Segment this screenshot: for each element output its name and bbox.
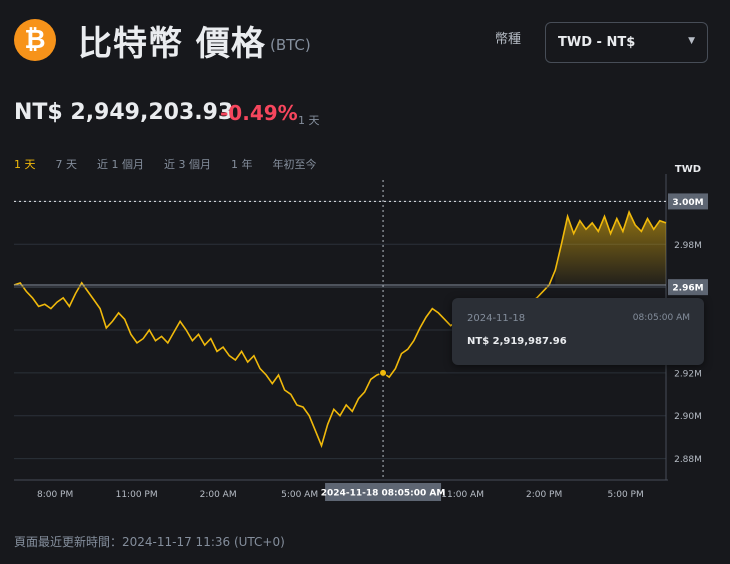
- price-tooltip: 2024-11-18 08:05:00 AM NT$ 2,919,987.96: [452, 298, 704, 365]
- y-tick-label: 2.90M: [674, 412, 702, 422]
- range-tab[interactable]: 年初至今: [272, 158, 317, 171]
- range-tab[interactable]: 7 天: [55, 158, 78, 171]
- price-area: [555, 212, 666, 285]
- crosshair-point: [379, 368, 388, 377]
- x-tick-label: 8:00 PM: [37, 490, 73, 500]
- chevron-down-icon: ▼: [688, 36, 695, 46]
- x-tick-label: 5:00 PM: [607, 490, 643, 500]
- tooltip-time: 08:05:00 AM: [632, 313, 690, 323]
- x-tick-label: 11:00 PM: [116, 490, 158, 500]
- tooltip-value: NT$ 2,919,987.96: [467, 336, 567, 347]
- tooltip-date: 2024-11-18: [467, 313, 526, 324]
- range-tabs: 1 天 7 天 近 1 個月 近 3 個月 1 年 年初至今: [14, 156, 337, 172]
- y-tick-label: 2.98M: [674, 241, 702, 251]
- y-tick-label: 2.92M: [674, 369, 702, 379]
- range-tab[interactable]: 1 天: [14, 158, 36, 171]
- range-tab[interactable]: 近 3 個月: [164, 158, 211, 171]
- y-tick-label: 2.88M: [674, 455, 702, 465]
- currency-select[interactable]: TWD - NT$ ▼: [545, 22, 708, 63]
- crosshair-x-label-bg: [325, 483, 442, 501]
- last-updated: 頁面最近更新時間：2024-11-17 11:36 (UTC+0): [14, 535, 285, 549]
- y-tick-label: 2.96M: [672, 284, 703, 294]
- bitcoin-icon: ₿: [14, 19, 56, 61]
- crosshair-x-label: 2024-11-18 08:05:00 AM: [321, 489, 446, 499]
- range-tab[interactable]: 1 年: [231, 158, 253, 171]
- page-title: 比特幣 價格: [78, 24, 266, 64]
- currency-select-value: TWD - NT$: [558, 35, 636, 50]
- coin-symbol: (BTC): [270, 36, 311, 54]
- current-price: NT$ 2,949,203.93: [14, 100, 234, 125]
- y-tick-label: 3.00M: [672, 198, 703, 208]
- x-tick-label: 11:00 AM: [441, 490, 484, 500]
- y-label-highlight: [668, 279, 708, 296]
- y-label-highlight: [668, 193, 708, 210]
- x-tick-label: 2:00 AM: [200, 490, 237, 500]
- range-tab[interactable]: 近 1 個月: [97, 158, 144, 171]
- axis-currency-label: TWD: [675, 164, 701, 175]
- currency-label: 幣種: [495, 32, 522, 47]
- x-tick-label: 2:00 PM: [526, 490, 562, 500]
- x-tick-label: 5:00 AM: [281, 490, 318, 500]
- change-period: 1 天: [298, 114, 320, 127]
- price-change: -0.49%: [220, 101, 298, 125]
